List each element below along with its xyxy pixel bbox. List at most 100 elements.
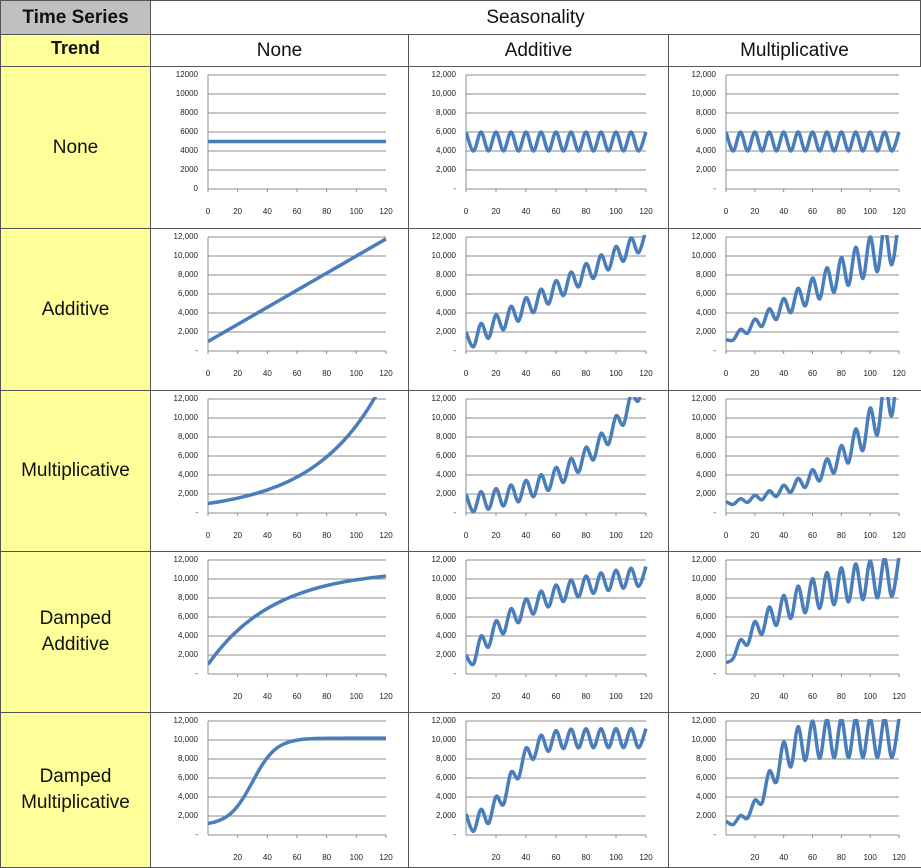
y-tick-label: 4,000 xyxy=(436,146,457,155)
x-tick-label: 60 xyxy=(552,692,561,701)
chart: - 2,000 4,000 6,000 8,000 10,000 12,000 0 20 40 60… xyxy=(174,394,394,540)
x-tick-label: 120 xyxy=(379,207,393,216)
y-tick-label: 6,000 xyxy=(178,612,199,621)
x-tick-label: 20 xyxy=(750,531,759,540)
series-line xyxy=(208,237,387,344)
x-tick-label: 60 xyxy=(552,369,561,378)
y-tick-label: - xyxy=(453,508,456,517)
y-tick-label: 10,000 xyxy=(432,89,457,98)
x-tick-label: 100 xyxy=(609,369,623,378)
y-tick-label: 8,000 xyxy=(436,108,457,117)
x-tick-label: 120 xyxy=(639,853,653,862)
x-tick-label: 80 xyxy=(582,853,591,862)
x-tick-label: 120 xyxy=(639,207,653,216)
chart-cell: - 2,000 4,000 6,000 8,000 10,000 12,000 0 20 40 60… xyxy=(150,228,409,391)
x-tick-label: 100 xyxy=(350,369,364,378)
y-tick-label: - xyxy=(195,508,198,517)
x-tick-label: 0 xyxy=(724,531,729,540)
x-tick-label: 120 xyxy=(379,853,393,862)
x-tick-label: 100 xyxy=(350,692,364,701)
series-line xyxy=(726,397,897,507)
x-tick-label: 120 xyxy=(892,692,906,701)
x-tick-label: 100 xyxy=(609,207,623,216)
x-tick-label: 120 xyxy=(892,207,906,216)
series-line xyxy=(466,726,648,834)
y-tick-label: - xyxy=(195,830,198,839)
chart-cell: - 2,000 4,000 6,000 8,000 10,000 12,000 20 40 60 8… xyxy=(668,551,921,713)
y-tick-label: 2,000 xyxy=(696,650,717,659)
y-tick-label: 4,000 xyxy=(178,631,199,640)
y-tick-label: 10,000 xyxy=(432,574,457,583)
x-tick-label: 40 xyxy=(779,369,788,378)
x-tick-label: 80 xyxy=(837,207,846,216)
y-tick-label: 6,000 xyxy=(696,612,717,621)
x-tick-label: 120 xyxy=(379,531,393,540)
x-tick-label: 20 xyxy=(233,369,242,378)
y-tick-label: 6,000 xyxy=(696,289,717,298)
y-tick-label: 2,000 xyxy=(696,327,717,336)
column-label: None xyxy=(150,34,409,67)
series-line xyxy=(208,397,378,506)
y-tick-label: 6,000 xyxy=(178,773,199,782)
x-tick-label: 40 xyxy=(522,853,531,862)
y-tick-label: 10,000 xyxy=(692,574,717,583)
table-header: Time Series xyxy=(0,0,151,35)
x-tick-label: 60 xyxy=(293,853,302,862)
chart: - 2,000 4,000 6,000 8,000 10,000 12,000 20 40 60 8… xyxy=(432,555,654,701)
y-tick-label: 10,000 xyxy=(432,413,457,422)
y-tick-label: - xyxy=(453,346,456,355)
x-tick-label: 80 xyxy=(837,369,846,378)
row-label: Damped Multiplicative xyxy=(0,712,151,868)
x-tick-label: 120 xyxy=(639,531,653,540)
y-tick-label: 2,000 xyxy=(696,811,717,820)
x-tick-label: 40 xyxy=(522,692,531,701)
x-tick-label: 60 xyxy=(293,207,302,216)
y-tick-label: 6,000 xyxy=(436,612,457,621)
chart: - 2,000 4,000 6,000 8,000 10,000 12,000 0 20 40 60… xyxy=(692,70,907,216)
x-tick-label: 60 xyxy=(552,531,561,540)
x-tick-label: 0 xyxy=(206,531,211,540)
y-tick-label: 8,000 xyxy=(436,593,457,602)
y-tick-label: 6,000 xyxy=(436,773,457,782)
y-tick-label: 6,000 xyxy=(696,451,717,460)
row-label: Multiplicative xyxy=(0,390,151,552)
y-tick-label: 4,000 xyxy=(696,470,717,479)
x-tick-label: 20 xyxy=(750,369,759,378)
y-tick-label: 12,000 xyxy=(692,555,717,564)
y-tick-label: 10,000 xyxy=(692,735,717,744)
chart: - 2,000 4,000 6,000 8,000 10,000 12,000 20 40 60 8… xyxy=(174,716,394,862)
x-tick-label: 100 xyxy=(350,531,364,540)
x-tick-label: 80 xyxy=(322,369,331,378)
y-tick-label: - xyxy=(195,669,198,678)
y-tick-label: 12,000 xyxy=(432,394,457,403)
y-tick-label: 2,000 xyxy=(178,811,199,820)
x-tick-label: 20 xyxy=(233,692,242,701)
x-tick-label: 20 xyxy=(750,207,759,216)
x-tick-label: 20 xyxy=(750,692,759,701)
y-tick-label: 4,000 xyxy=(436,308,457,317)
y-tick-label: 2,000 xyxy=(436,165,457,174)
x-tick-label: 40 xyxy=(779,207,788,216)
y-tick-label: 2,000 xyxy=(696,489,717,498)
y-tick-label: - xyxy=(713,346,716,355)
x-tick-label: 60 xyxy=(808,369,817,378)
x-tick-label: 40 xyxy=(522,531,531,540)
y-tick-label: 6,000 xyxy=(178,451,199,460)
y-tick-label: 10,000 xyxy=(692,89,717,98)
y-tick-label: 4,000 xyxy=(436,631,457,640)
y-tick-label: 4,000 xyxy=(696,308,717,317)
chart: - 2,000 4,000 6,000 8,000 10,000 12,000 0 20 40 60… xyxy=(692,394,907,540)
y-tick-label: 2,000 xyxy=(436,489,457,498)
x-tick-label: 100 xyxy=(609,531,623,540)
y-tick-label: 2,000 xyxy=(436,650,457,659)
x-tick-label: 20 xyxy=(750,853,759,862)
y-tick-label: 2,000 xyxy=(436,327,457,336)
y-tick-label: 8,000 xyxy=(178,593,199,602)
x-tick-label: 20 xyxy=(492,853,501,862)
x-tick-label: 20 xyxy=(492,692,501,701)
x-tick-label: 40 xyxy=(779,531,788,540)
x-tick-label: 80 xyxy=(582,531,591,540)
chart: - 2,000 4,000 6,000 8,000 10,000 12,000 20 40 60 8… xyxy=(432,716,654,862)
y-tick-label: 2,000 xyxy=(178,650,199,659)
chart: - 2,000 4,000 6,000 8,000 10,000 12,000 0 20 40 60… xyxy=(432,394,654,540)
